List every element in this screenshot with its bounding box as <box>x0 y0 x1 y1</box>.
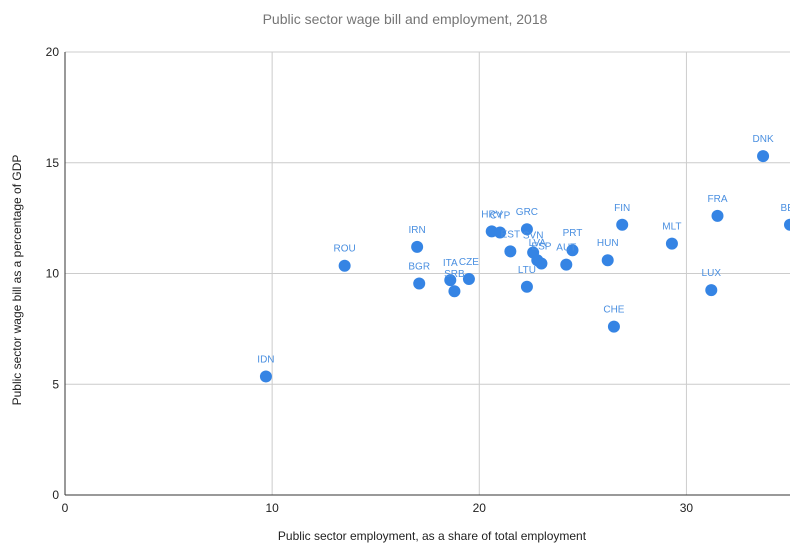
data-point-est[interactable] <box>504 245 517 258</box>
point-label-prt: PRT <box>563 228 583 239</box>
point-label-cze: CZE <box>459 257 479 268</box>
data-point-esp[interactable] <box>535 257 548 270</box>
point-label-fin: FIN <box>614 203 630 214</box>
data-point-che[interactable] <box>607 320 620 333</box>
point-label-hrv: HRV <box>481 209 502 220</box>
point-label-aut: AUT <box>556 243 576 254</box>
chart-title: Public sector wage bill and employment, … <box>263 11 548 27</box>
point-label-hun: HUN <box>597 238 619 249</box>
y-axis-title: Public sector wage bill as a percentage … <box>10 155 24 406</box>
y-tick-label: 5 <box>52 377 59 391</box>
data-point-bgr[interactable] <box>413 277 426 290</box>
y-tick-label: 20 <box>46 45 60 59</box>
x-tick-label: 0 <box>62 501 69 515</box>
data-point-grc[interactable] <box>520 223 533 236</box>
data-point-fra[interactable] <box>711 209 724 222</box>
x-axis-title: Public sector employment, as a share of … <box>278 529 587 543</box>
axes <box>64 52 790 496</box>
data-point-irn[interactable] <box>411 240 424 253</box>
point-label-lux: LUX <box>702 268 722 279</box>
point-label-irn: IRN <box>409 225 426 236</box>
point-label-grc: GRC <box>516 207 538 218</box>
point-label-idn: IDN <box>257 354 274 365</box>
point-label-esp: ESP <box>531 242 551 253</box>
data-point-ita[interactable] <box>444 274 457 287</box>
data-point-lux[interactable] <box>705 284 718 297</box>
data-point-srb[interactable] <box>448 285 461 298</box>
point-label-fra: FRA <box>708 194 728 205</box>
point-label-bel: BEL <box>781 203 790 214</box>
point-label-svn: SVN <box>523 230 544 241</box>
point-label-dnk: DNK <box>753 134 774 145</box>
point-label-rou: ROU <box>334 244 356 255</box>
data-point-bel[interactable] <box>784 218 790 231</box>
data-point-ltu[interactable] <box>520 280 533 293</box>
y-tick-label: 10 <box>46 267 60 281</box>
gridlines <box>65 51 790 495</box>
data-point-cyp[interactable] <box>494 226 506 239</box>
data-point-idn[interactable] <box>259 370 272 383</box>
x-tick-label: 30 <box>680 501 694 515</box>
x-tick-label: 10 <box>265 501 279 515</box>
data-point-rou[interactable] <box>338 259 351 272</box>
data-point-cze[interactable] <box>462 273 475 286</box>
point-label-cyp: CYP <box>490 211 511 222</box>
point-label-srb: SRB <box>444 269 465 280</box>
data-point-hun[interactable] <box>601 254 614 267</box>
point-label-mlt: MLT <box>662 222 681 233</box>
data-point-aut[interactable] <box>560 258 573 271</box>
x-tick-label: 20 <box>473 501 487 515</box>
y-tick-label: 0 <box>52 488 59 502</box>
data-points <box>259 150 790 383</box>
point-label-ita: ITA <box>443 258 458 269</box>
point-label-che: CHE <box>603 305 624 316</box>
tick-labels: 0 5 10 15 20 0 10 20 30 <box>46 45 694 515</box>
data-point-dnk[interactable] <box>757 150 770 163</box>
point-label-est: EST <box>501 229 520 240</box>
data-point-prt[interactable] <box>566 244 579 257</box>
y-tick-label: 15 <box>46 156 60 170</box>
point-label-lva: LVA <box>529 238 547 249</box>
data-point-mlt[interactable] <box>665 237 678 250</box>
data-point-fin[interactable] <box>616 218 629 231</box>
point-label-bgr: BGR <box>408 261 430 272</box>
point-label-ltu: LTU <box>518 265 536 276</box>
